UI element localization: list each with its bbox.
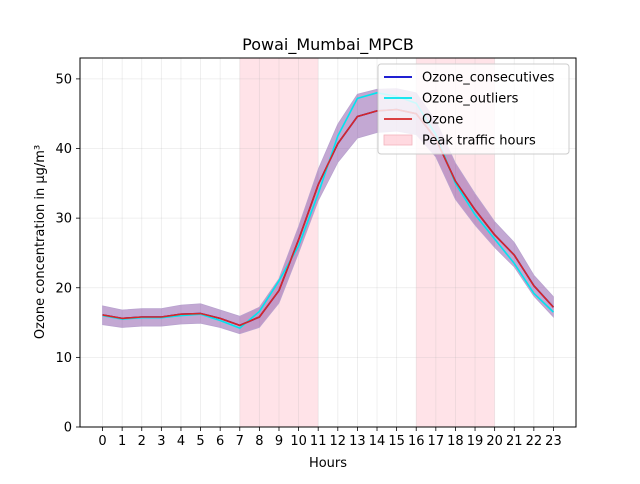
x-tick-label: 0 <box>98 434 106 449</box>
x-tick-label: 23 <box>545 434 562 449</box>
x-tick-label: 5 <box>196 434 204 449</box>
chart-title: Powai_Mumbai_MPCB <box>242 35 414 55</box>
x-tick-label: 8 <box>255 434 263 449</box>
legend-label: Ozone_outliers <box>422 92 519 107</box>
x-tick-label: 19 <box>467 434 484 449</box>
y-tick-label: 50 <box>55 72 72 87</box>
x-tick-label: 14 <box>369 434 386 449</box>
x-tick-label: 18 <box>447 434 464 449</box>
x-tick-label: 1 <box>118 434 126 449</box>
x-tick-label: 10 <box>290 434 307 449</box>
legend: Ozone_consecutives Ozone_outliers Ozone Pea… <box>377 63 570 155</box>
legend-box <box>377 63 570 155</box>
legend-label: Ozone_consecutives <box>422 71 555 86</box>
series-line-ozone <box>102 108 555 327</box>
x-tick-label: 15 <box>388 434 405 449</box>
series-lines <box>102 92 555 329</box>
y-axis-label: Ozone concentration in µg/m³ <box>33 145 48 339</box>
x-tick-label: 13 <box>349 434 366 449</box>
x-tick-label: 22 <box>526 434 543 449</box>
y-tick-label: 0 <box>64 421 72 436</box>
x-tick-label: 2 <box>138 434 146 449</box>
y-tick-label: 30 <box>55 212 72 227</box>
x-tick-label: 9 <box>275 434 283 449</box>
x-tick-label: 20 <box>486 434 503 449</box>
legend-label: Ozone <box>422 113 463 128</box>
x-tick-label: 21 <box>506 434 523 449</box>
x-tick-label: 3 <box>157 434 165 449</box>
x-tick-label: 17 <box>428 434 445 449</box>
axes: 0 1 2 3 4 5 6 7 8 9 10 11 12 13 14 15 16 17 18 19 20 21 22 2301… <box>55 72 561 449</box>
x-tick-label: 7 <box>236 434 244 449</box>
x-tick-label: 6 <box>216 434 224 449</box>
plot-frame <box>79 57 577 428</box>
x-tick-label: 12 <box>330 434 347 449</box>
peak-traffic-region-0 <box>239 58 319 427</box>
x-axis-label: Hours <box>309 456 347 471</box>
y-tick-label: 40 <box>55 142 72 157</box>
x-tick-label: 16 <box>408 434 425 449</box>
x-tick-label: 11 <box>310 434 327 449</box>
legend-label: Peak traffic hours <box>422 134 536 149</box>
y-tick-label: 20 <box>55 281 72 296</box>
x-tick-label: 4 <box>177 434 185 449</box>
y-tick-label: 10 <box>55 351 72 366</box>
legend-swatch-peak-traffic-hours <box>383 134 413 146</box>
